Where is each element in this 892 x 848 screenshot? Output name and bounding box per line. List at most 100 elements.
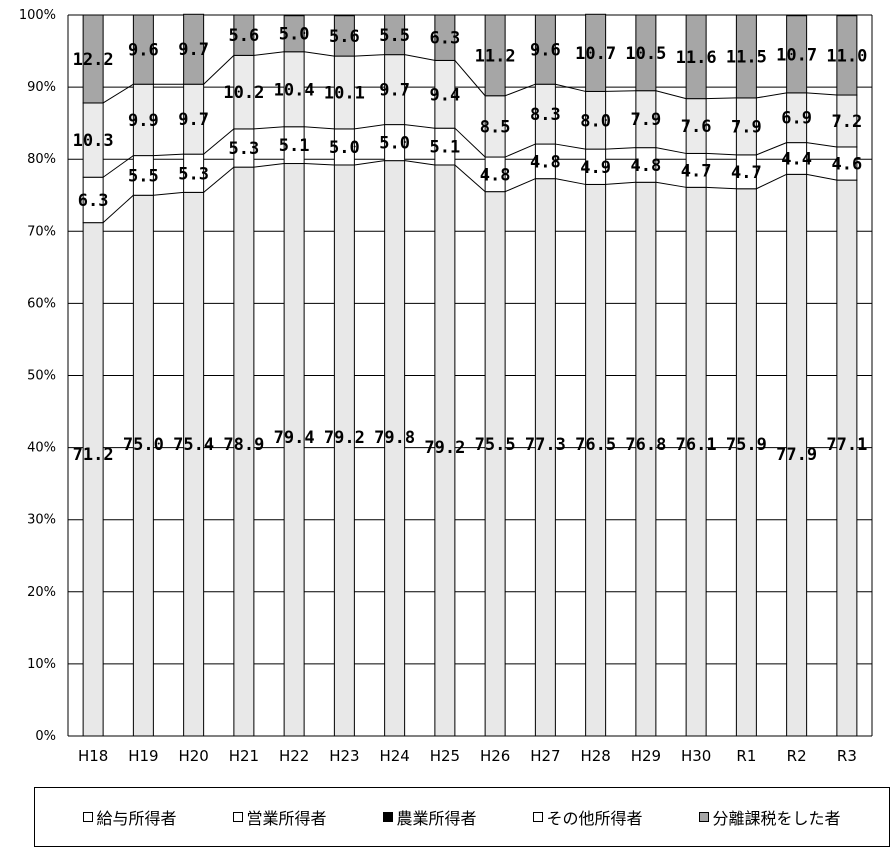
data-label: 4.8 (530, 152, 561, 172)
bar-segment (484, 14, 506, 97)
series-line (555, 83, 586, 92)
legend-swatch-bunri (699, 812, 710, 822)
bar-segment (82, 222, 104, 737)
data-label: 5.0 (279, 25, 310, 45)
data-label: 75.9 (726, 435, 767, 455)
x-tick-label: H21 (229, 747, 259, 765)
legend-item-sonota: その他所得者 (533, 805, 643, 829)
data-label: 10.5 (625, 44, 666, 64)
data-label: 9.6 (128, 41, 159, 61)
data-label: 9.4 (430, 85, 461, 105)
data-label: 6.3 (78, 191, 109, 211)
legend-label-bunri: 分離課税をした者 (712, 809, 841, 828)
series-line (555, 143, 586, 150)
data-label: 5.3 (229, 139, 260, 159)
data-label: 7.2 (832, 112, 863, 132)
x-tick-label: H24 (379, 747, 409, 765)
legend-swatch-kyuyo (83, 812, 94, 822)
series-line (454, 127, 486, 158)
bar-segment (384, 14, 406, 56)
legend-swatch-sonota (533, 812, 544, 822)
bar-segment (384, 160, 406, 737)
legend-label-nogyo: 農業所得者 (396, 809, 477, 828)
data-label: 11.5 (726, 47, 767, 67)
bar-segment (484, 191, 506, 737)
data-label: 5.6 (229, 26, 260, 46)
data-label: 79.2 (424, 438, 465, 458)
x-tick-label: H18 (78, 747, 108, 765)
series-line (605, 181, 636, 185)
bar-segment (132, 14, 154, 85)
series-line (203, 55, 235, 85)
y-tick-label: 60% (27, 296, 56, 311)
data-label: 8.5 (480, 117, 511, 137)
data-label: 11.6 (676, 48, 717, 68)
legend-label-sonota: その他所得者 (546, 809, 643, 828)
data-label: 5.5 (379, 26, 410, 46)
x-tick-label: R3 (837, 747, 857, 765)
x-tick-label: H23 (329, 747, 359, 765)
bar-segment (233, 14, 255, 56)
legend-item-bunri: 分離課税をした者 (699, 805, 841, 829)
x-tick-label: H30 (681, 747, 711, 765)
series-line (555, 178, 586, 185)
data-label: 5.3 (178, 164, 209, 184)
series-line (253, 126, 285, 130)
data-label: 5.5 (128, 166, 159, 186)
data-label: 75.4 (173, 435, 214, 455)
data-label: 4.4 (781, 149, 812, 169)
data-label: 4.7 (681, 161, 712, 181)
bar-segment (132, 194, 154, 737)
series-line (153, 153, 184, 157)
series-line (454, 164, 486, 193)
data-label: 77.1 (826, 435, 867, 455)
data-label: 9.7 (379, 81, 410, 101)
plot-area: 0% 10% 20% 30% 40% 50% 60% 70% 80% 90% 100% 71.2 6.3… (19, 8, 873, 765)
legend-item-eigyo: 営業所得者 (233, 805, 327, 829)
data-label: 78.9 (223, 435, 264, 455)
series-line (605, 147, 636, 150)
stacked-bar-chart: 0% 10% 20% 30% 40% 50% 60% 70% 80% 90% 100% 71.2 6.3… (19, 8, 873, 765)
x-tick-label: H19 (128, 747, 158, 765)
data-label: 7.9 (731, 117, 762, 137)
series-line (203, 166, 235, 193)
bar-segment (434, 14, 456, 61)
bar-segment (735, 14, 757, 99)
data-label: 9.6 (530, 41, 561, 61)
data-label: 11.2 (475, 46, 516, 66)
series-line (706, 186, 737, 190)
x-tick-label: H28 (580, 747, 610, 765)
series-line (454, 60, 486, 97)
legend-item-nogyo: 農業所得者 (383, 805, 477, 829)
series-line (153, 191, 184, 196)
data-label: 7.6 (681, 117, 712, 137)
legend-label-kyuyo: 給与所得者 (96, 809, 177, 828)
x-tick-label: H20 (178, 747, 208, 765)
series-line (504, 143, 536, 158)
y-tick-label: 20% (27, 585, 56, 600)
data-label: 8.0 (580, 111, 611, 131)
data-label: 10.7 (776, 45, 817, 65)
series-line (706, 97, 737, 100)
series-line (304, 163, 335, 166)
x-tick-label: H27 (530, 747, 560, 765)
data-label: 79.8 (374, 428, 415, 448)
series-line (404, 160, 435, 166)
x-tick-label: H22 (279, 747, 309, 765)
bar-segment (283, 163, 305, 737)
y-tick-label: 10% (27, 657, 56, 672)
series-line (304, 51, 335, 57)
y-tick-label: 80% (27, 152, 56, 167)
data-label: 5.1 (430, 138, 461, 158)
data-label: 10.4 (274, 80, 315, 100)
data-label: 7.9 (631, 110, 662, 130)
data-label: 10.3 (73, 131, 114, 151)
bar-segment (635, 14, 657, 92)
y-tick-label: 40% (27, 441, 56, 456)
bar-segment (333, 164, 355, 737)
y-tick-label: 0% (35, 729, 56, 744)
y-tick-label: 50% (27, 369, 56, 384)
data-label: 4.8 (631, 156, 662, 176)
data-label: 76.8 (625, 435, 666, 455)
data-label: 4.6 (832, 155, 863, 175)
